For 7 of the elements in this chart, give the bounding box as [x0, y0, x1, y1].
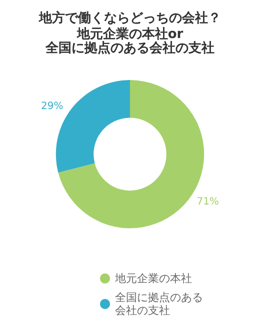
legend-label: 地元企業の本社 [114, 272, 192, 285]
legend-label: 全国に拠点のある会社の支社 [115, 291, 203, 317]
slice-label: 全国に拠点のある会社の支社 [44, 40, 214, 56]
data-label: 71% [196, 196, 219, 208]
chart-subtitle: 地元企業の本社or [76, 26, 184, 42]
data-label: 29% [41, 100, 64, 112]
chart-title: 地方で働くならどっちの会社？ [38, 10, 221, 26]
